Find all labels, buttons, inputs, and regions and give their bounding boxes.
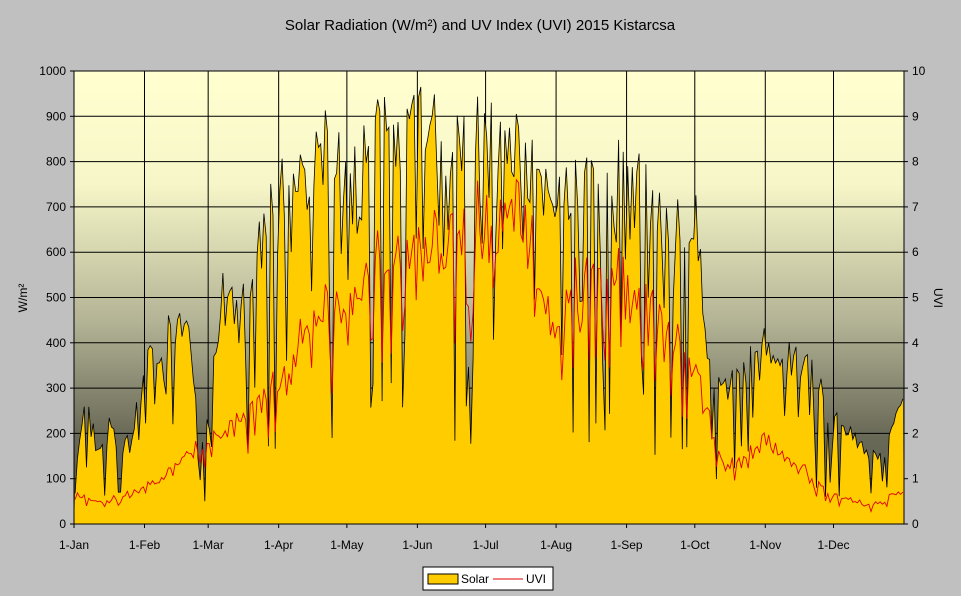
solar-area <box>74 86 904 525</box>
legend-swatch-solar <box>427 573 459 585</box>
x-tick-label: 1-May <box>330 538 363 552</box>
y2-tick-label: 8 <box>912 155 919 169</box>
x-tick-label: 1-Nov <box>749 538 781 552</box>
y2-tick-label: 4 <box>912 336 919 350</box>
y-tick-label: 0 <box>59 517 66 531</box>
y2-axis-label: UVI <box>931 288 945 308</box>
y-tick-label: 800 <box>46 155 66 169</box>
y-tick-label: 1000 <box>39 64 66 78</box>
x-tick-label: 1-Mar <box>192 538 223 552</box>
y2-tick-label: 10 <box>912 64 926 78</box>
y-tick-label: 300 <box>46 381 66 395</box>
legend-label-uvi: UVI <box>526 572 546 586</box>
uvi-series <box>74 178 904 513</box>
chart-title: Solar Radiation (W/m²) and UV Index (UVI… <box>285 17 676 34</box>
y-tick-label: 700 <box>46 200 66 214</box>
y-tick-label: 400 <box>46 336 66 350</box>
uvi-line <box>74 178 904 513</box>
x-axis: 1-Jan 1-Feb 1-Mar 1-Apr 1-May 1-Jun 1-Jul 1-Aug… <box>59 524 850 552</box>
y2-tick-label: 1 <box>912 472 919 486</box>
y2-tick-label: 7 <box>912 200 919 214</box>
x-tick-label: 1-Apr <box>264 538 293 552</box>
y2-tick-label: 0 <box>912 517 919 531</box>
y-tick-label: 100 <box>46 472 66 486</box>
y-tick-label: 500 <box>46 291 66 305</box>
x-tick-label: 1-Jan <box>59 538 89 552</box>
y2-tick-label: 2 <box>912 426 919 440</box>
y-tick-label: 200 <box>46 426 66 440</box>
x-tick-label: 1-Jul <box>473 538 499 552</box>
x-tick-label: 1-Sep <box>611 538 643 552</box>
y-axis-label: W/m² <box>16 284 30 313</box>
y2-tick-label: 5 <box>912 291 919 305</box>
x-tick-label: 1-Aug <box>540 538 572 552</box>
x-tick-label: 1-Oct <box>680 538 710 552</box>
solar-outline <box>74 86 904 502</box>
y-axis-left: 0 100 200 300 400 500 600 700 800 900 1000 <box>39 64 74 531</box>
legend-label-solar: Solar <box>461 572 489 586</box>
y-tick-label: 900 <box>46 109 66 123</box>
y2-tick-label: 9 <box>912 109 919 123</box>
y-tick-label: 600 <box>46 245 66 259</box>
solar-series <box>74 86 904 525</box>
y2-tick-label: 3 <box>912 381 919 395</box>
y-axis-right: 0 1 2 3 4 5 6 7 8 9 10 <box>904 64 926 531</box>
y2-tick-label: 6 <box>912 245 919 259</box>
x-tick-label: 1-Jun <box>402 538 432 552</box>
legend: Solar UVI <box>422 566 554 591</box>
x-tick-label: 1-Dec <box>817 538 849 552</box>
x-tick-label: 1-Feb <box>129 538 161 552</box>
